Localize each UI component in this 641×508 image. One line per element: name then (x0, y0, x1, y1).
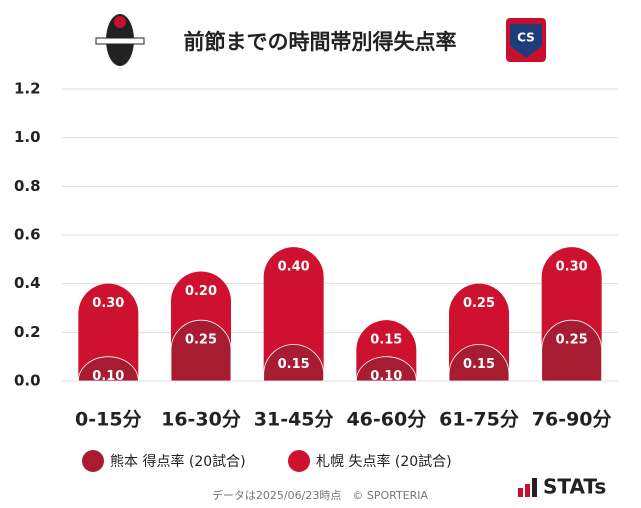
bar-segment (78, 283, 139, 381)
footnote: データは2025/06/23時点 © SPORTERIA (212, 488, 429, 502)
y-tick-label: 0.2 (14, 323, 41, 341)
logo-text: STATs (543, 475, 606, 499)
y-tick-label: 0.4 (14, 274, 41, 292)
value-label: 0.25 (185, 333, 217, 348)
value-label: 0.30 (92, 296, 124, 311)
bar-segment (263, 344, 325, 382)
bar-segment (541, 319, 603, 382)
y-tick-label: 1.2 (14, 80, 41, 98)
legend-label: 熊本 得点率 (20試合) (110, 453, 246, 470)
home-logo (95, 14, 145, 66)
bar-segment (77, 356, 139, 382)
value-label: 0.15 (463, 357, 495, 372)
y-tick-label: 0.8 (14, 177, 41, 195)
y-tick-label: 0.0 (14, 372, 41, 390)
value-label: 0.15 (370, 333, 402, 348)
value-label: 0.25 (556, 333, 588, 348)
value-label: 0.20 (185, 284, 217, 299)
svg-text:CS: CS (517, 31, 535, 45)
stats-logo: STATs (518, 475, 606, 499)
value-label: 0.15 (278, 357, 310, 372)
chart-title: 前節までの時間帯別得失点率 (184, 30, 457, 54)
legend-swatch (82, 450, 104, 472)
value-label: 0.25 (463, 296, 495, 311)
x-tick-label: 16-30分 (161, 409, 241, 431)
y-tick-label: 0.6 (14, 226, 41, 244)
bar-segment (170, 319, 232, 382)
bar-segment (355, 356, 417, 382)
x-tick-label: 0-15分 (75, 409, 142, 431)
value-label: 0.30 (556, 260, 588, 275)
value-label: 0.40 (278, 260, 310, 275)
legend-label: 札幌 失点率 (20試合) (316, 453, 452, 470)
x-tick-label: 61-75分 (439, 409, 519, 431)
x-tick-label: 76-90分 (532, 409, 612, 431)
value-label: 0.10 (92, 369, 124, 384)
value-label: 0.10 (370, 369, 402, 384)
bar-segment (263, 247, 324, 381)
away-logo: CS (506, 18, 546, 62)
bar-segment (448, 344, 510, 382)
x-tick-label: 31-45分 (254, 409, 334, 431)
x-tick-label: 46-60分 (346, 409, 426, 431)
legend-swatch (288, 450, 310, 472)
y-tick-label: 1.0 (14, 128, 41, 146)
